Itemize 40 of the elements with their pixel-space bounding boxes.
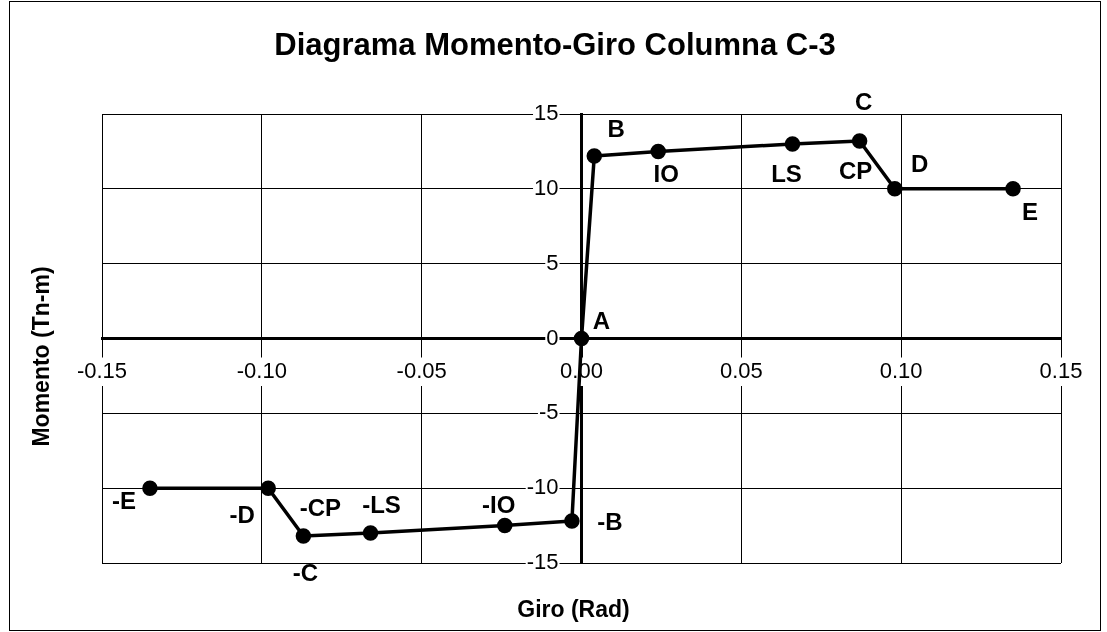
annotation: B (607, 114, 625, 142)
x-tick-label: 0.05 (719, 357, 763, 383)
point (564, 513, 580, 529)
y-tick-label: 10 (534, 174, 559, 200)
x-tick-label: 0.10 (879, 357, 923, 383)
point (784, 136, 801, 152)
y-tick-label: -10 (526, 474, 559, 500)
point (362, 525, 379, 541)
annotation: E (1022, 198, 1039, 226)
annotation: CP (838, 156, 873, 184)
point (650, 143, 666, 160)
y-tick-label: 0 (546, 324, 559, 350)
annotation: -LS (362, 490, 401, 518)
annotation: LS (771, 159, 802, 187)
annotation: -B (597, 507, 623, 535)
point (142, 480, 158, 496)
y-tick-label: -5 (538, 399, 559, 425)
x-axis-title: Giro (Rad) (517, 596, 630, 623)
x-tick-label: 0.15 (1039, 357, 1083, 383)
point (260, 480, 276, 496)
annotation: D (911, 150, 929, 178)
point (1005, 181, 1021, 197)
annotation: IO (653, 160, 679, 188)
point (295, 528, 312, 544)
y-tick-label: 15 (534, 100, 559, 126)
y-tick-label: -15 (526, 549, 559, 575)
y-tick-label: 5 (546, 249, 559, 275)
annotation: -E (111, 486, 136, 514)
point (497, 517, 513, 534)
x-tick-label: -0.10 (236, 357, 287, 383)
chart-title: Diagrama Momento-Giro Columna C-3 (274, 26, 836, 62)
annotation: -D (229, 500, 255, 528)
x-tick-label: -0.15 (76, 357, 128, 383)
point (887, 181, 903, 197)
point (586, 148, 603, 164)
y-axis-title: Momento (Tn-m) (28, 266, 55, 447)
point (851, 133, 868, 149)
annotation: C (854, 87, 873, 115)
point (573, 330, 590, 347)
x-tick-label: -0.05 (396, 357, 447, 383)
